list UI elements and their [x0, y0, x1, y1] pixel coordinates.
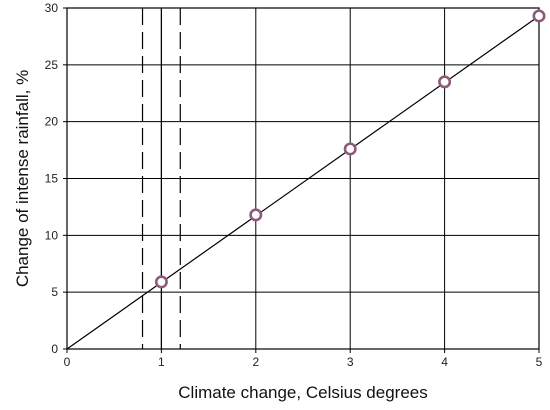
x-tick-label: 2: [252, 355, 259, 369]
reference-lines: [141, 8, 181, 349]
y-tick-label: 0: [51, 342, 58, 356]
x-tick-label: 3: [347, 355, 354, 369]
y-axis-title: Change of intense rainfall, %: [13, 70, 32, 287]
x-tick-label: 4: [441, 355, 448, 369]
plot-frame: [66, 7, 540, 350]
x-tick-label: 5: [536, 355, 543, 369]
tick-labels: 0 1 2 3 4 5 0 5 10 15 20 25 30: [45, 1, 543, 369]
x-tick-label: 1: [158, 355, 165, 369]
data-point: [438, 75, 452, 89]
data-point: [154, 275, 168, 289]
y-tick-label: 15: [45, 172, 59, 186]
plot-border: [66, 7, 540, 350]
y-tick-label: 20: [45, 115, 59, 129]
y-tick-label: 25: [45, 58, 59, 72]
x-tick-label: 0: [64, 355, 71, 369]
data-points: [154, 9, 546, 289]
data-point: [532, 9, 546, 23]
y-tick-label: 5: [51, 285, 58, 299]
trend-line-layer: [66, 15, 540, 350]
trend-line: [66, 15, 540, 350]
data-point: [343, 142, 357, 156]
y-tick-label: 30: [45, 1, 59, 15]
y-tick-label: 10: [45, 228, 59, 242]
x-axis-title: Climate change, Celsius degrees: [178, 383, 427, 402]
data-point: [249, 208, 263, 222]
